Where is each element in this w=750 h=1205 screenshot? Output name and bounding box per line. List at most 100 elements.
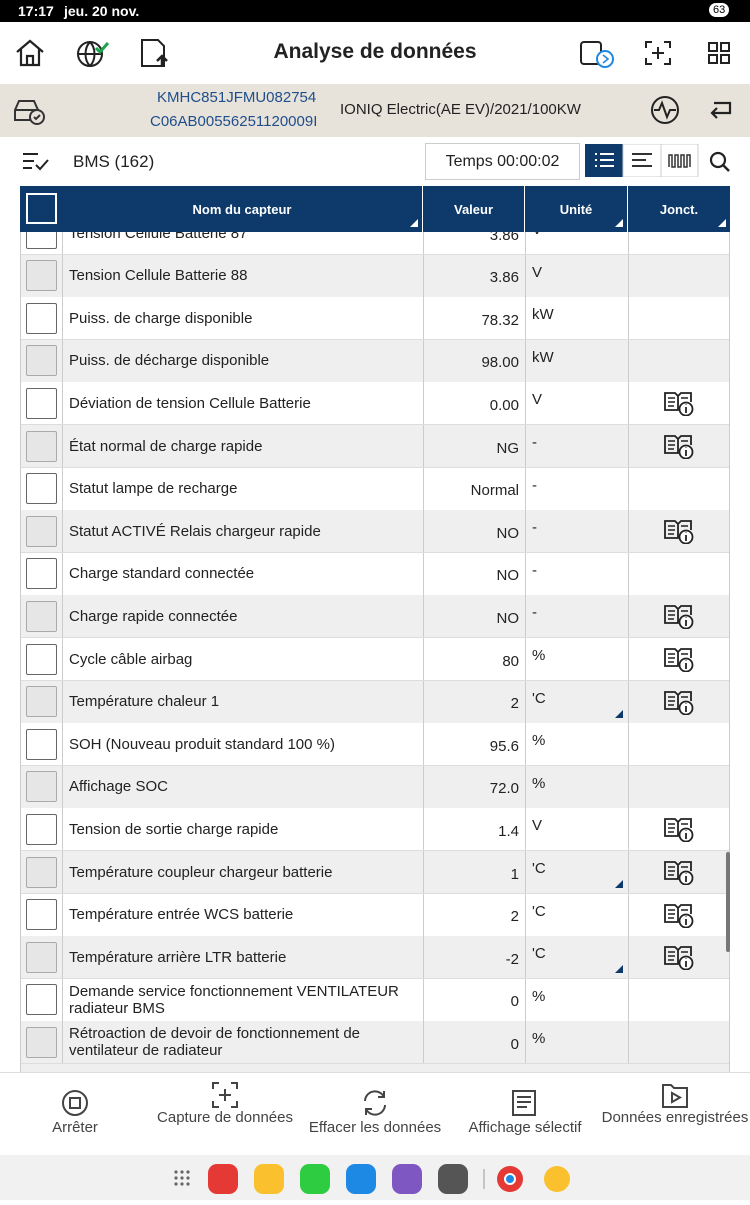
sensor-unit: - xyxy=(526,425,629,467)
sensor-value: 0 xyxy=(424,978,526,1021)
select-all-checkbox[interactable] xyxy=(26,193,57,224)
jonct-icon[interactable] xyxy=(663,689,695,715)
search-button[interactable] xyxy=(709,151,731,173)
jonct-icon[interactable] xyxy=(663,390,695,417)
home-button[interactable] xyxy=(14,38,46,68)
sensor-name: Température coupleur chargeur batterie xyxy=(63,851,424,893)
table-body: Tension Cellule Batterie 873.86VTension … xyxy=(20,232,730,1072)
jonct-cell xyxy=(629,255,729,297)
sensor-name: Statut ACTIVÉ Relais chargeur rapide xyxy=(63,510,424,553)
jonct-icon[interactable] xyxy=(663,902,695,928)
nav-icon xyxy=(509,1087,541,1119)
table-header: Nom du capteur Valeur Unité Jonct. xyxy=(20,186,730,232)
row-checkbox[interactable] xyxy=(26,984,57,1016)
row-checkbox[interactable] xyxy=(26,232,57,249)
jonct-cell xyxy=(629,766,729,808)
row-checkbox[interactable] xyxy=(26,686,57,718)
jonct-icon[interactable] xyxy=(663,816,695,843)
sensor-value: 0.00 xyxy=(424,382,526,425)
sensor-value: 2 xyxy=(424,893,526,936)
row-checkbox[interactable] xyxy=(26,813,57,845)
menu-button[interactable] xyxy=(708,42,730,64)
jonct-icon[interactable] xyxy=(663,646,695,672)
row-checkbox[interactable] xyxy=(26,515,57,547)
sensor-unit: - xyxy=(526,552,629,595)
row-checkbox[interactable] xyxy=(26,600,57,632)
column-header[interactable]: Nom du capteur xyxy=(62,186,423,232)
jonct-cell xyxy=(629,232,729,254)
checkbox-cell xyxy=(21,723,63,766)
row-checkbox[interactable] xyxy=(26,643,57,675)
row-checkbox[interactable] xyxy=(26,941,57,973)
table-row: Rétroaction de devoir de fonctionnement … xyxy=(21,1021,729,1065)
sensor-unit: kW xyxy=(526,297,629,340)
vci-button[interactable] xyxy=(578,36,616,70)
nav-button[interactable]: Données enregistrées xyxy=(600,1073,750,1156)
sensor-name: Puiss. de charge disponible xyxy=(63,297,424,340)
nav-button[interactable]: Arrêter xyxy=(0,1073,150,1156)
jonct-icon[interactable] xyxy=(663,433,695,459)
checkbox-cell xyxy=(21,978,63,1021)
nav-button[interactable]: Effacer les données xyxy=(300,1073,450,1156)
jonct-icon[interactable] xyxy=(663,603,695,630)
nav-label: Arrêter xyxy=(52,1119,98,1136)
jonct-icon[interactable] xyxy=(663,518,695,545)
table-row: Charge standard connectée NO - xyxy=(21,552,729,596)
nav-label: Effacer les données xyxy=(308,1119,442,1136)
row-checkbox[interactable] xyxy=(26,430,57,462)
row-checkbox[interactable] xyxy=(26,387,57,419)
row-checkbox[interactable] xyxy=(26,473,57,505)
sensor-name: Charge rapide connectée xyxy=(63,595,424,638)
network-button[interactable] xyxy=(74,36,110,70)
row-checkbox[interactable] xyxy=(26,345,57,377)
checkbox-cell xyxy=(21,254,63,297)
row-checkbox[interactable] xyxy=(26,260,57,292)
jonct-icon[interactable] xyxy=(663,944,695,971)
sensor-name: Déviation de tension Cellule Batterie xyxy=(63,382,424,425)
jonct-cell xyxy=(629,979,729,1021)
row-checkbox[interactable] xyxy=(26,771,57,803)
row-checkbox[interactable] xyxy=(26,558,57,590)
nav-label: Capture de données xyxy=(157,1109,293,1126)
jonct-cell xyxy=(629,468,729,510)
table-row: Température entrée WCS batterie 2 'C xyxy=(21,893,729,937)
sensor-unit: 'C xyxy=(526,851,629,893)
sensor-name: Tension Cellule Batterie 87 xyxy=(63,232,424,254)
jonct-icon[interactable] xyxy=(663,859,695,885)
checkbox-cell xyxy=(21,510,63,553)
back-button[interactable] xyxy=(708,97,736,123)
sensor-value: NO xyxy=(424,595,526,638)
column-header[interactable]: Valeur xyxy=(423,186,525,232)
export-button[interactable] xyxy=(136,36,172,70)
sensor-name: Température chaleur 1 xyxy=(63,680,424,723)
vehicle-bar: KMHC851JFMU082754 C06AB00556251120009I I… xyxy=(0,84,750,137)
sensor-unit: V xyxy=(526,254,629,297)
row-checkbox[interactable] xyxy=(26,728,57,760)
sensor-name: Puiss. de décharge disponible xyxy=(63,339,424,382)
row-checkbox[interactable] xyxy=(26,899,57,931)
view-toggle[interactable] xyxy=(585,144,699,177)
sensor-value: 0 xyxy=(424,1021,526,1064)
nav-icon xyxy=(359,1087,391,1119)
sensor-unit: - xyxy=(526,595,629,638)
nav-button[interactable]: Affichage sélectif xyxy=(450,1073,600,1156)
table-row: Cycle câble airbag 80% xyxy=(21,638,729,681)
column-header[interactable]: Jonct. xyxy=(659,201,699,217)
row-checkbox[interactable] xyxy=(26,856,57,888)
nav-button[interactable]: Capture de données xyxy=(150,1073,300,1156)
table-row: Tension de sortie charge rapide 1.4 V xyxy=(21,808,729,852)
table-row: Tension Cellule Batterie 88 3.86 V xyxy=(21,254,729,298)
checkbox-cell xyxy=(21,382,63,425)
capture-button[interactable] xyxy=(644,40,672,66)
sensor-unit: V xyxy=(526,808,629,851)
column-header[interactable]: Unité xyxy=(525,186,628,232)
list-check-icon[interactable] xyxy=(22,151,50,173)
nav-icon xyxy=(209,1079,241,1111)
jonct-cell xyxy=(629,723,729,765)
monitor-button[interactable] xyxy=(650,95,680,125)
sensor-name: Tension Cellule Batterie 88 xyxy=(63,254,424,297)
row-checkbox[interactable] xyxy=(26,302,57,334)
sensor-unit: % xyxy=(526,978,629,1021)
row-checkbox[interactable] xyxy=(26,1026,57,1058)
